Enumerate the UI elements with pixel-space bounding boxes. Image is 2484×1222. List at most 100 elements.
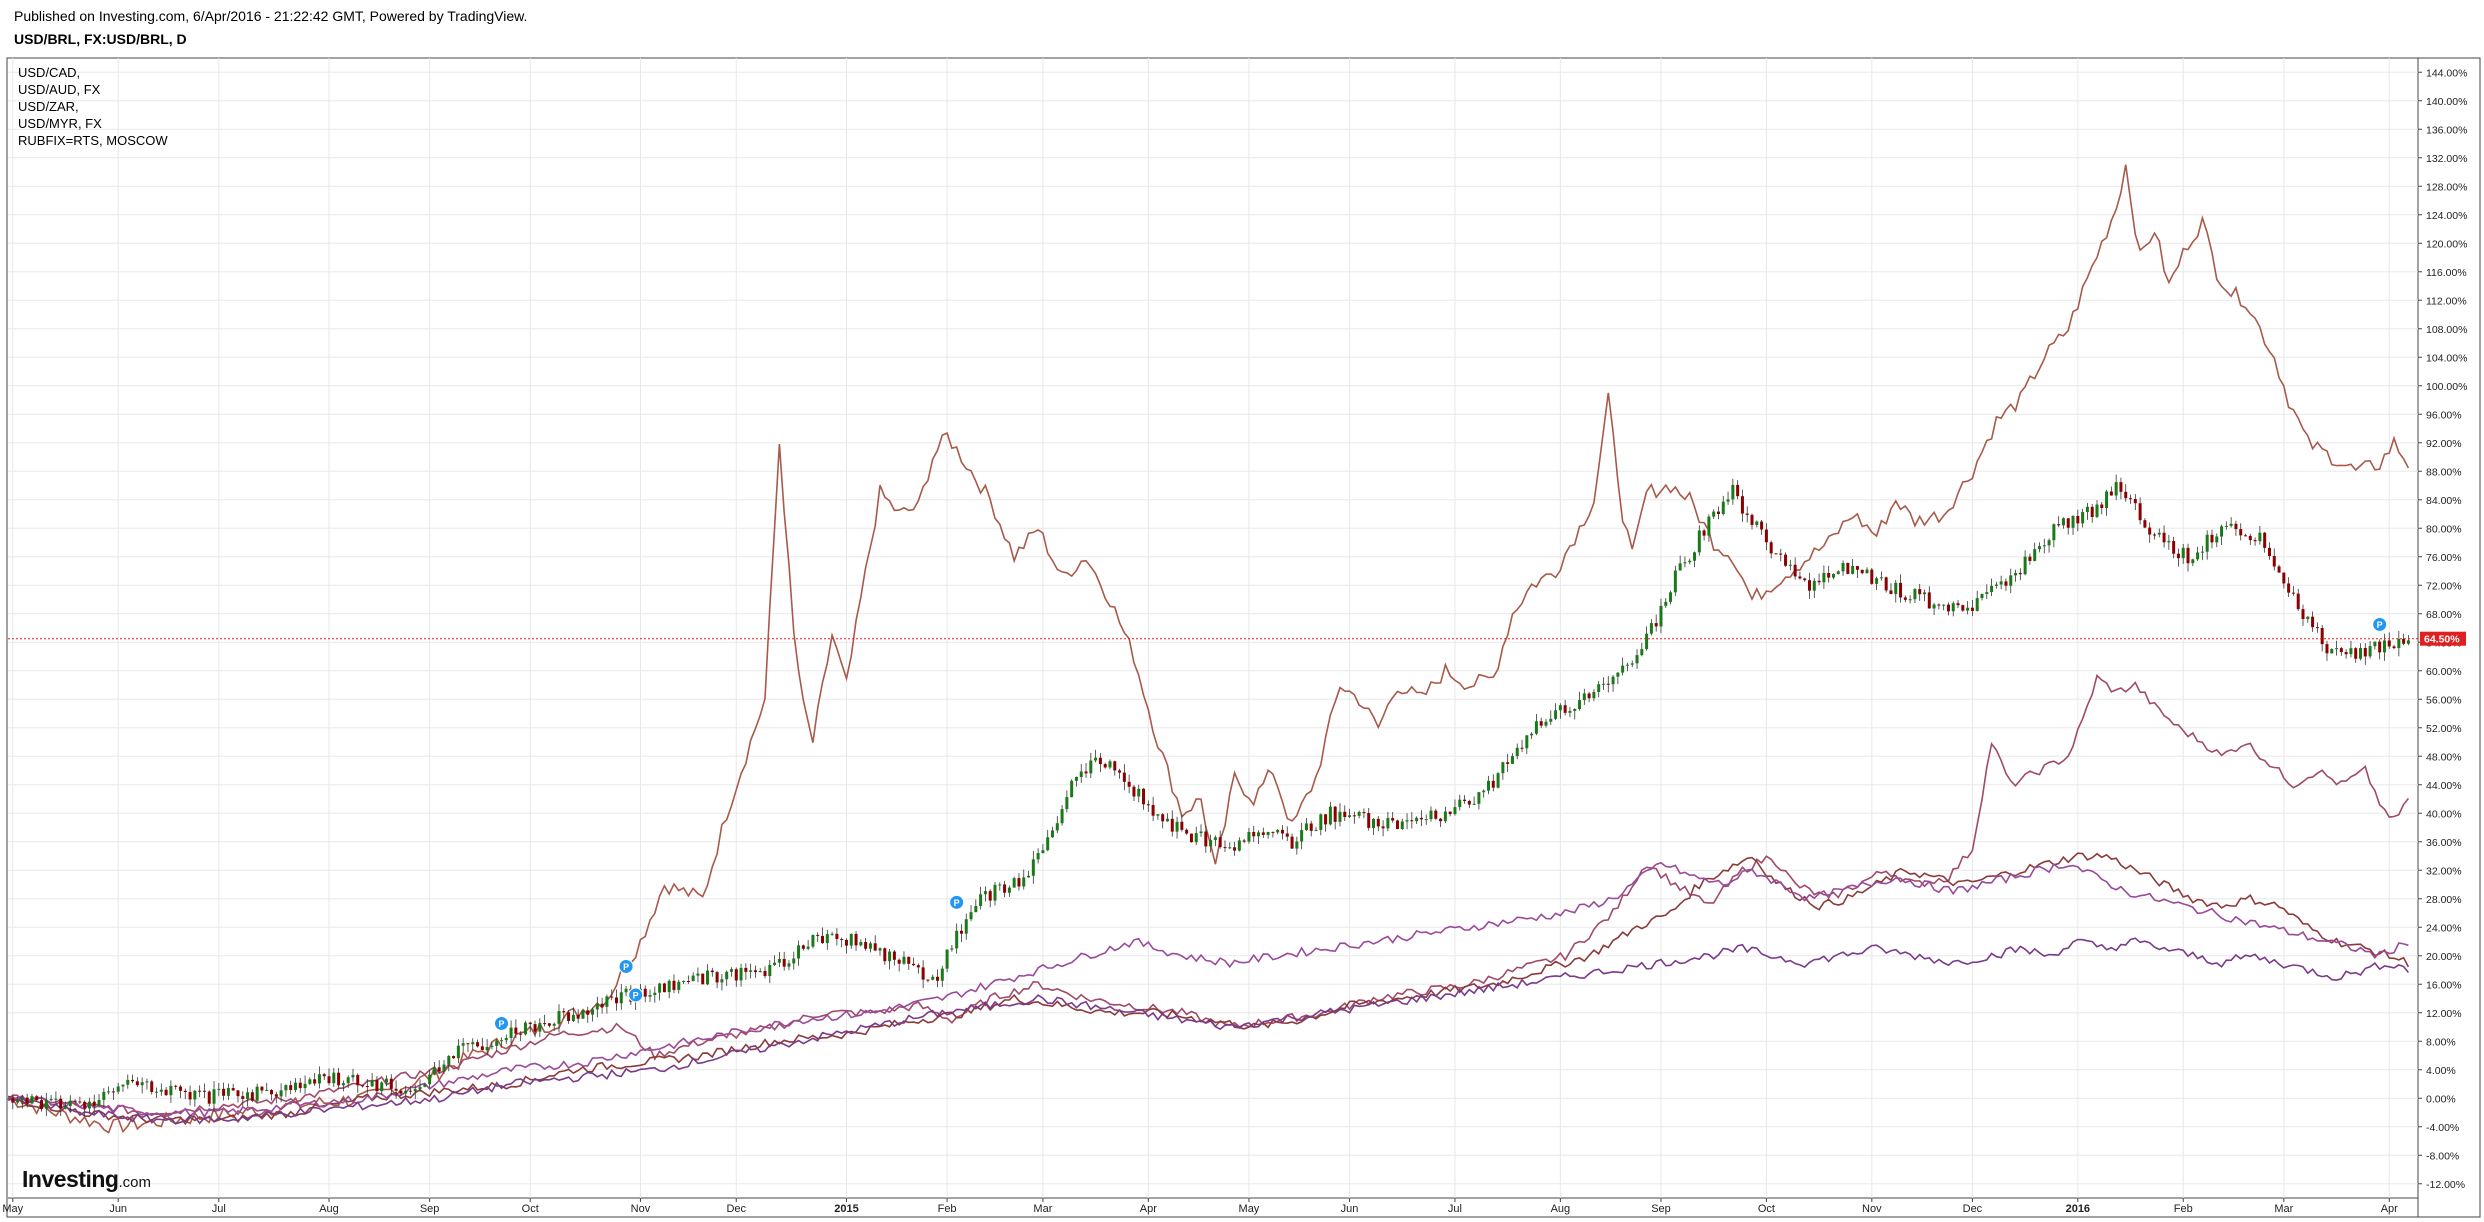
candle-body [1094,757,1098,761]
candle-body [2392,646,2396,649]
series-line [7,861,2409,1119]
y-tick-label: 32.00% [2426,865,2462,877]
candle-body [1990,585,1994,593]
candle-body [1673,570,1677,593]
candle-body [1736,484,1740,497]
candle-body [720,979,724,983]
candle-body [1520,747,1524,749]
candle-body [1419,817,1423,820]
candle-body [466,1043,470,1045]
x-tick-label: Mar [1033,1203,1052,1215]
candle-body [1611,676,1615,685]
series-line [7,852,2410,1126]
candle-body [1688,560,1692,563]
candle-body [1678,563,1682,571]
candle-body [121,1084,125,1087]
candle-body [255,1086,259,1101]
candle-body [1247,831,1251,842]
candle-body [2339,648,2343,653]
candle-body [2306,616,2310,620]
candle-body [11,1098,15,1103]
candle-body [270,1089,274,1095]
candle-body [1779,553,1783,555]
y-tick-label: 12.00% [2426,1008,2462,1020]
candle-body [1812,580,1816,591]
candle-body [1055,823,1059,831]
candle-body [1482,790,1486,793]
candle-body [624,988,628,993]
candle-body [1496,773,1500,788]
candle-body [1185,829,1189,834]
candle-body [504,1037,508,1041]
candle-body [2320,627,2324,645]
candle-body [2057,524,2061,526]
candle-body [1875,578,1879,584]
y-tick-label: 36.00% [2426,837,2462,849]
candle-body [605,996,609,1007]
candle-body [202,1090,206,1092]
candle-body [2200,551,2204,553]
candle-body [1012,878,1016,888]
candle-body [1165,818,1169,822]
candle-body [389,1078,393,1089]
candle-body [787,963,791,967]
candle-body [83,1101,87,1109]
event-marker-label: P [954,898,960,908]
candle-body [1113,761,1117,771]
candle-body [1161,814,1165,822]
candle-body [322,1074,326,1077]
candle-body [773,962,777,965]
candle-body [1376,818,1380,827]
x-tick-label: Nov [631,1203,651,1215]
candle-body [1324,814,1328,825]
candle-body [2263,532,2267,548]
y-tick-label: 108.00% [2426,324,2467,336]
y-tick-label: 128.00% [2426,181,2467,193]
candle-body [2244,535,2248,537]
candle-body [2349,648,2353,655]
candle-body [399,1090,403,1094]
candle-body [30,1096,34,1104]
candle-body [739,967,743,981]
candle-body [155,1091,159,1093]
candle-body [706,970,710,985]
candle-body [2186,547,2190,564]
candle-body [408,1090,412,1092]
candle-body [68,1100,72,1107]
candle-body [912,963,916,966]
candle-body [1194,833,1198,843]
candle-body [988,891,992,901]
candle-body [1731,484,1735,500]
candle-body [1784,554,1788,566]
candle-body [1606,683,1610,685]
candle-body [888,951,892,962]
candle-body [955,930,959,949]
candle-body [1515,747,1519,757]
y-tick-label: 20.00% [2426,951,2462,963]
candle-body [1726,499,1730,502]
candle-body [547,1023,551,1026]
candle-body [1740,496,1744,514]
candle-body [1223,847,1227,849]
candle-body [1808,580,1812,591]
candle-body [902,956,906,964]
candle-body [2335,648,2339,650]
candle-body [581,1010,585,1019]
candle-body [2387,640,2391,647]
candle-body [782,958,786,967]
candle-body [1204,831,1208,847]
candle-body [35,1096,39,1101]
candle-body [159,1089,163,1092]
candle-body [749,970,753,972]
event-marker-icon [493,1015,509,1031]
x-tick-label: Aug [1551,1203,1571,1215]
candle-body [1525,735,1529,749]
candle-body [1630,663,1634,665]
candle-body [849,933,853,946]
candle-body [150,1081,154,1092]
x-tick-label: May [2,1203,23,1215]
candle-body [528,1022,532,1025]
candle-body [1170,818,1174,832]
candle-body [2076,515,2080,524]
